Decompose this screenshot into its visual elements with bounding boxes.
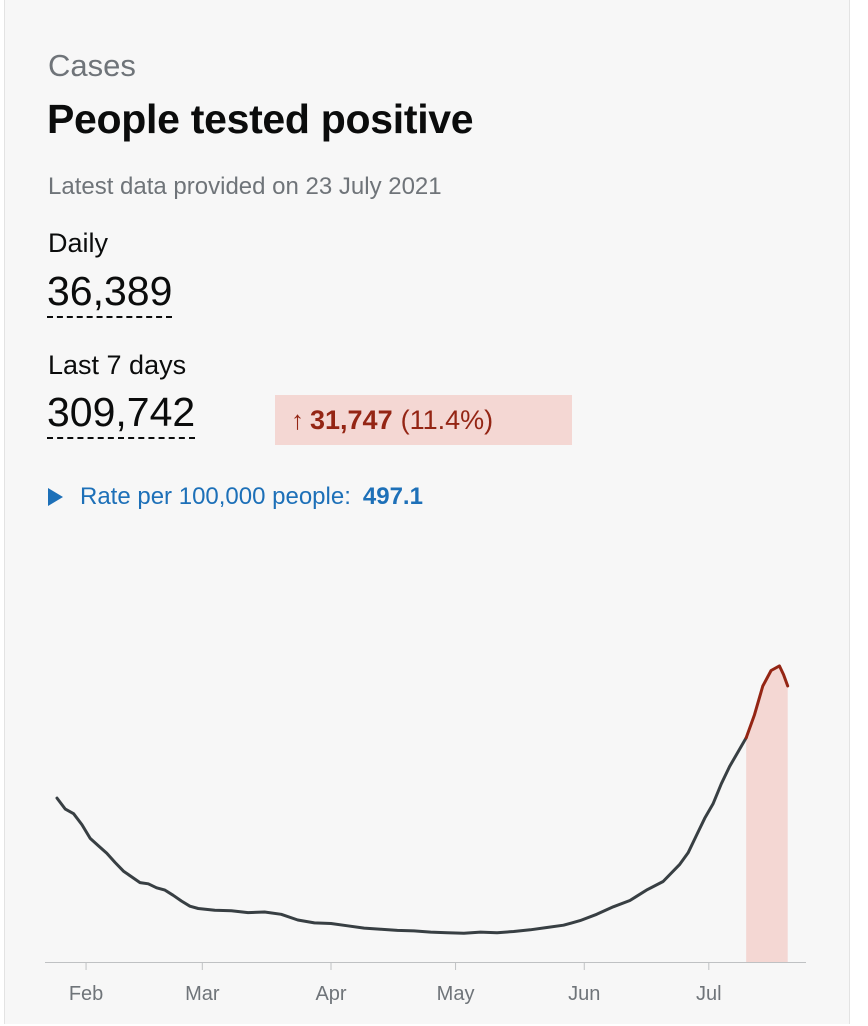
x-tick-label: Mar: [185, 983, 220, 1005]
rate-label: Rate per 100,000 people:: [80, 483, 351, 510]
card-category: Cases: [48, 48, 136, 83]
cases-line-chart: Feb Mar Apr May Jun Jul: [45, 664, 806, 1005]
change-percent: (11.4%): [400, 404, 494, 435]
cases-card: Cases People tested positive Latest data…: [4, 0, 850, 1024]
up-arrow-icon: ↑: [291, 404, 304, 435]
last-updated-text: Latest data provided on 23 July 2021: [48, 173, 442, 200]
x-tick-label: Jul: [696, 983, 722, 1005]
x-tick-label: Apr: [315, 983, 346, 1005]
rate-value: 497.1: [362, 483, 423, 510]
recent-cases-line-series: [744, 664, 790, 740]
daily-value[interactable]: 36,389: [47, 268, 173, 319]
weekly-label: Last 7 days: [48, 350, 187, 380]
rate-disclosure-toggle[interactable]: Rate per 100,000 people: 497.1: [48, 483, 423, 511]
change-value: 31,747: [310, 404, 393, 435]
disclosure-triangle-icon: [48, 488, 63, 506]
weekly-change-badge: ↑ 31,747 (11.4%): [275, 395, 572, 445]
daily-label: Daily: [48, 228, 109, 258]
x-tick-label: Jun: [568, 983, 600, 1005]
recent-period-area: [746, 665, 788, 962]
cases-line-series: [55, 736, 748, 935]
weekly-value[interactable]: 309,742: [47, 389, 196, 440]
x-tick-label: Feb: [69, 983, 103, 1005]
x-tick-label: May: [437, 983, 475, 1005]
card-title: People tested positive: [47, 96, 474, 142]
